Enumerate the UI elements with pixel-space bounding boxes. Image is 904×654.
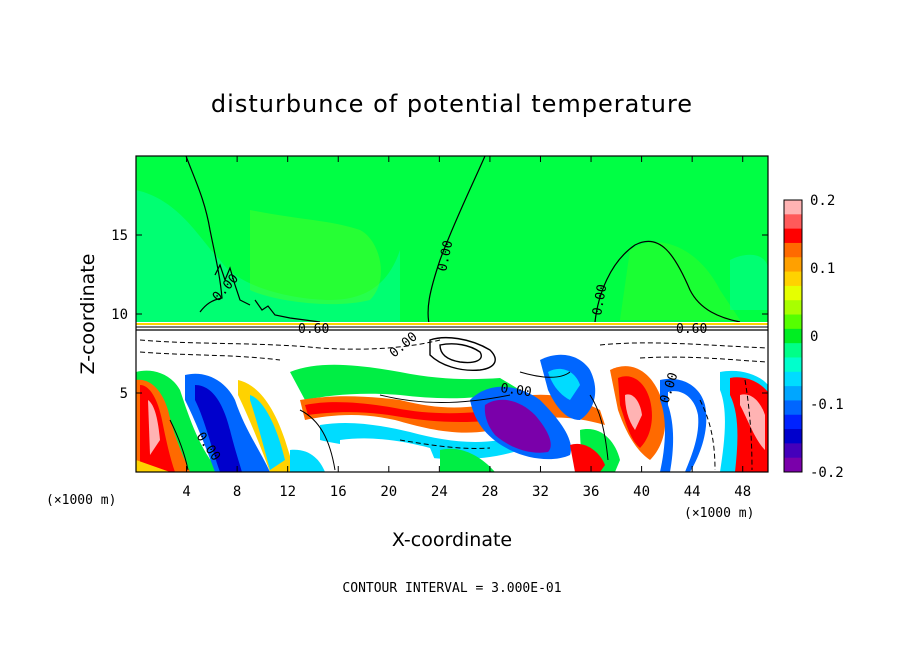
colorbar-swatch xyxy=(784,200,802,215)
contour-label: 0.60 xyxy=(676,322,707,337)
y-tick-label: 5 xyxy=(120,386,128,402)
colorbar-swatch xyxy=(784,414,802,430)
colorbar-swatch xyxy=(784,214,802,230)
x-tick-label: 40 xyxy=(633,484,650,500)
contour-label: 0.00 xyxy=(499,381,532,400)
y-tick-label: 15 xyxy=(111,228,128,244)
colorbar-swatch xyxy=(784,242,802,258)
colorbar-swatch xyxy=(784,285,802,301)
colorbar-tick-label: 0 xyxy=(810,329,818,345)
upper-field-shading-2 xyxy=(250,210,381,305)
colorbar-swatch xyxy=(784,429,802,444)
upper-field-shading xyxy=(136,190,400,328)
x-unit-left: (×1000 m) xyxy=(46,493,116,508)
x-axis: 4 8 12 16 20 24 28 32 36 40 44 48 xyxy=(182,156,751,500)
colorbar-swatch xyxy=(784,457,802,473)
colorbar-swatch xyxy=(784,257,802,273)
x-axis-title: X-coordinate xyxy=(392,529,512,551)
x-tick-label: 16 xyxy=(330,484,347,500)
colorbar-tick-label: -0.1 xyxy=(810,397,844,413)
colorbar-swatch xyxy=(784,343,802,358)
colorbar-frame xyxy=(783,199,803,473)
lower-contours xyxy=(139,337,768,471)
plot-area xyxy=(136,156,768,472)
x-tick-label: 28 xyxy=(481,484,498,500)
colorbar-swatch xyxy=(784,357,802,373)
y-axis: 5 10 15 xyxy=(111,228,768,402)
colorbar-swatch xyxy=(784,371,802,387)
colorbar-tick-label: 0.2 xyxy=(810,193,835,209)
contour-label: 0.00 xyxy=(435,239,456,273)
x-tick-label: 32 xyxy=(532,484,549,500)
colorbar-swatch xyxy=(784,386,802,401)
colorbar-swatch xyxy=(784,400,802,416)
colorbar-ticks: 0.2 0.1 0 -0.1 -0.2 xyxy=(810,193,844,481)
x-tick-label: 36 xyxy=(583,484,600,500)
colorbar-tick-label: -0.2 xyxy=(810,465,844,481)
x-tick-label: 24 xyxy=(431,484,448,500)
colorbar-swatch xyxy=(784,300,802,316)
x-tick-label: 4 xyxy=(182,484,190,500)
x-tick-label: 8 xyxy=(233,484,241,500)
colorbar-swatch xyxy=(784,328,802,344)
colorbar-swatch xyxy=(784,314,802,330)
lower-perturbations xyxy=(136,354,768,472)
colorbar-swatch xyxy=(784,443,802,459)
colorbar-swatch xyxy=(784,271,802,287)
x-tick-label: 48 xyxy=(734,484,751,500)
upper-field-shading-4 xyxy=(730,254,768,310)
colorbar-swatch xyxy=(784,228,802,244)
contour-interval-note: CONTOUR INTERVAL = 3.000E-01 xyxy=(342,581,561,596)
x-tick-label: 12 xyxy=(279,484,296,500)
contour-label: 0.60 xyxy=(298,322,329,337)
y-tick-label: 10 xyxy=(111,307,128,323)
colorbar xyxy=(784,200,802,473)
x-tick-label: 20 xyxy=(380,484,397,500)
upper-contours xyxy=(185,156,741,329)
contour-label: 0.00 xyxy=(590,283,610,316)
x-unit-right: (×1000 m) xyxy=(684,506,754,521)
chart-title: disturbunce of potential temperature xyxy=(211,90,693,118)
colorbar-tick-label: 0.1 xyxy=(810,261,835,277)
upper-field-shading-3 xyxy=(620,242,740,320)
y-axis-title: Z-coordinate xyxy=(77,254,99,375)
x-tick-label: 44 xyxy=(684,484,701,500)
